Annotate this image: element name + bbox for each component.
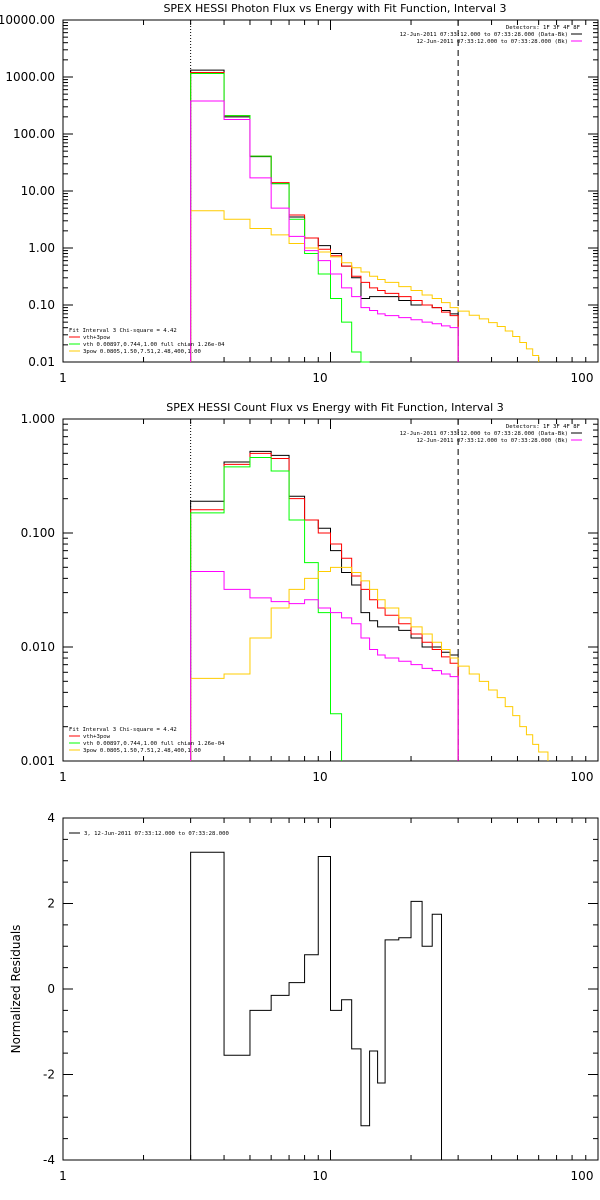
photon-detectors-label: Detectors: 1F 3F 4F 8F	[506, 25, 581, 31]
count-flux-title: SPEX HESSI Count Flux vs Energy with Fit…	[166, 401, 503, 414]
photon-legend-bk: 12-Jun-2011 07:33:12.000 to 07:33:28.000…	[416, 39, 568, 45]
residuals-xtick-label: 1	[59, 1169, 67, 1183]
series-total	[190, 69, 459, 362]
count-x-tick-labels: 1 10 100	[59, 770, 593, 784]
count-legend-bk: 12-Jun-2011 07:33:12.000 to 07:33:28.000…	[416, 438, 568, 444]
photon-ytick-label: 1000.00	[5, 70, 55, 84]
series-total	[190, 450, 459, 761]
series-vth	[190, 73, 370, 363]
residuals-xtick-label: 100	[571, 1169, 594, 1183]
photon-xtick-label: 10	[312, 371, 327, 385]
count-xtick-label: 1	[59, 770, 67, 784]
count-axis-ticks	[62, 418, 599, 762]
residuals-ytick-label: 4	[47, 811, 55, 825]
count-legend-data-bk: 12-Jun-2011 07:33:12.000 to 07:33:28.000…	[400, 431, 568, 437]
photon-legend-data-bk: 12-Jun-2011 07:33:12.000 to 07:33:28.000…	[400, 32, 568, 38]
residuals-x-tick-labels: 1 10 100	[59, 1169, 593, 1183]
photon-flux-title: SPEX HESSI Photon Flux vs Energy with Fi…	[163, 2, 506, 15]
photon-xtick-label: 100	[571, 371, 594, 385]
count-ytick-label: 0.001	[21, 754, 55, 768]
residuals-legend: 3, 12-Jun-2011 07:33:12.000 to 07:33:28.…	[69, 831, 229, 837]
count-legend-vth: vth 0.00897,0.744,1.00 full chian 1.26e-…	[83, 741, 225, 747]
photon-legend-vth: vth 0.00897,0.744,1.00 full chian 1.26e-…	[83, 342, 225, 348]
count-xtick-label: 100	[571, 770, 594, 784]
count-fit-header: Fit Interval 3 Chi-square = 4.42	[69, 727, 177, 733]
photon-legend-bottom-left: Fit Interval 3 Chi-square = 4.42 vth+3po…	[69, 328, 225, 355]
count-y-tick-labels: 0.001 0.010 0.100 1.000	[21, 412, 55, 768]
photon-plot-frame	[62, 19, 599, 363]
photon-ytick-label: 0.10	[28, 298, 55, 312]
residuals-series	[190, 851, 443, 1160]
photon-series	[190, 20, 540, 363]
photon-x-tick-labels: 1 10 100	[59, 371, 593, 385]
count-ytick-label: 0.100	[21, 526, 55, 540]
series-total	[190, 851, 443, 1160]
count-xtick-label: 10	[312, 770, 327, 784]
residuals-ytick-label: -4	[43, 1153, 55, 1167]
series-vth	[190, 456, 343, 761]
photon-ytick-label: 10.00	[21, 184, 55, 198]
residuals-xtick-label: 10	[312, 1169, 327, 1183]
series-sum	[190, 452, 459, 761]
residuals-legend-text: 3, 12-Jun-2011 07:33:12.000 to 07:33:28.…	[84, 831, 229, 837]
photon-fit-header: Fit Interval 3 Chi-square = 4.42	[69, 328, 177, 334]
photon-ytick-label: 1.00	[28, 241, 55, 255]
series-bk	[190, 100, 459, 362]
photon-axis-ticks	[62, 19, 599, 363]
residuals-y-tick-labels: -4 -2 0 2 4	[43, 811, 55, 1167]
photon-legend-top-right: Detectors: 1F 3F 4F 8F 12-Jun-2011 07:33…	[400, 25, 582, 45]
residuals-axis-ticks	[62, 817, 599, 1161]
photon-legend-3pow: 3pow 0.0805,1.50,7.51,2.48,400,1.00	[83, 349, 201, 355]
series-3pow	[190, 210, 540, 362]
series-bk	[190, 570, 459, 761]
count-detectors-label: Detectors: 1F 3F 4F 8F	[506, 424, 581, 430]
residuals-ytick-label: 0	[47, 982, 55, 996]
count-legend-3pow: 3pow 0.0805,1.50,7.51,2.48,400,1.00	[83, 748, 201, 754]
series-3pow	[190, 566, 549, 761]
photon-flux-panel: SPEX HESSI Photon Flux vs Energy with Fi…	[0, 2, 599, 385]
count-legend-sum: vth+3pow	[83, 734, 111, 740]
residuals-ytick-label: 2	[47, 897, 55, 911]
photon-legend-sum: vth+3pow	[83, 335, 111, 341]
photon-ytick-label: 0.01	[28, 355, 55, 369]
count-ytick-label: 1.000	[21, 412, 55, 426]
photon-y-tick-labels: 0.01 0.10 1.00 10.00 100.00 1000.00 1000…	[0, 13, 55, 369]
count-series	[190, 419, 549, 761]
count-ytick-label: 0.010	[21, 640, 55, 654]
photon-ytick-label: 10000.00	[0, 13, 55, 27]
residuals-y-axis-label: Normalized Residuals	[9, 925, 23, 1054]
residuals-panel: Normalized Residuals -4 -2 0 2 4 1 10 10…	[9, 811, 599, 1183]
photon-ytick-label: 100.00	[13, 127, 55, 141]
count-legend-bottom-left: Fit Interval 3 Chi-square = 4.42 vth+3po…	[69, 727, 225, 754]
photon-xtick-label: 1	[59, 371, 67, 385]
count-flux-panel: SPEX HESSI Count Flux vs Energy with Fit…	[21, 401, 599, 784]
count-legend-top-right: Detectors: 1F 3F 4F 8F 12-Jun-2011 07:33…	[400, 424, 582, 444]
residuals-ytick-label: -2	[43, 1068, 55, 1082]
